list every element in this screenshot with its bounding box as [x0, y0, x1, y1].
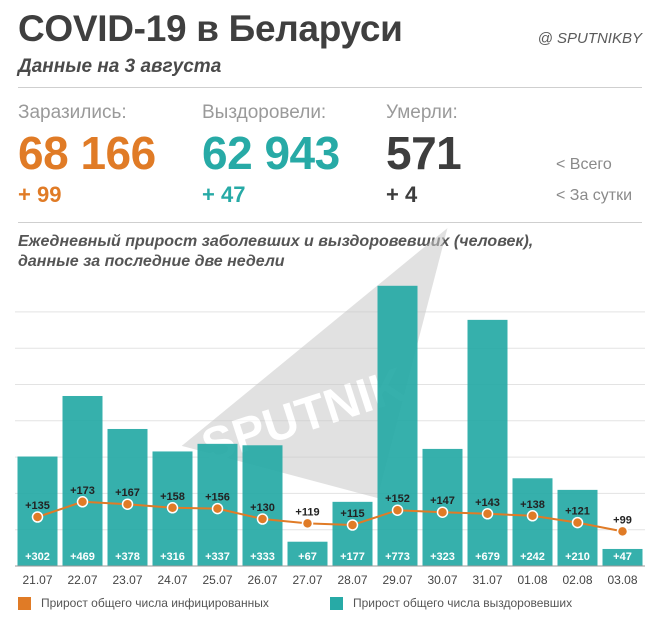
point-label-infected: +115: [340, 508, 364, 520]
bar-label-recovered: +47: [613, 551, 632, 563]
x-tick-label: 23.07: [112, 573, 142, 587]
x-tick-label: 28.07: [337, 573, 367, 587]
x-tick-label: 25.07: [202, 573, 232, 587]
header-divider: [18, 87, 642, 88]
bar-recovered: [242, 445, 283, 566]
source-handle: @ SPUTNIKBY: [537, 30, 642, 47]
x-tick-label: 26.07: [247, 573, 277, 587]
point-infected: [121, 498, 134, 510]
x-tick-label: 30.07: [427, 573, 457, 587]
bar-recovered: [332, 501, 373, 566]
point-infected: [481, 508, 494, 520]
point-infected: [256, 513, 269, 525]
bar-label-recovered: +242: [520, 551, 545, 563]
bar-label-recovered: +337: [205, 551, 230, 563]
x-tick-label: 27.07: [292, 573, 322, 587]
x-tick-label: 31.07: [472, 573, 502, 587]
x-tick-label: 21.07: [22, 573, 52, 587]
legend-recovered: Прирост общего числа выздоровевших: [330, 596, 572, 610]
point-infected: [616, 525, 629, 538]
chart-title-line1: Ежедневный прирост заболевших и выздоров…: [18, 233, 534, 250]
bar-recovered: [287, 541, 328, 566]
point-label-infected: +167: [115, 487, 140, 499]
stat-infected-label: Заразились:: [18, 102, 127, 123]
x-tick-label: 01.08: [517, 573, 547, 587]
point-infected: [31, 511, 44, 523]
bar-label-recovered: +67: [298, 551, 317, 563]
point-infected: [301, 517, 314, 530]
bar-label-recovered: +333: [250, 551, 275, 563]
legend-infected-label: Прирост общего числа инфицированных: [41, 596, 269, 610]
bar-label-recovered: +316: [160, 551, 185, 563]
point-label-infected: +152: [385, 493, 410, 505]
stat-recovered-value: 62 943: [202, 127, 340, 179]
point-infected: [526, 510, 539, 522]
stat-infected: Заразились: 68 166 + 99: [18, 102, 156, 208]
stat-deaths-label: Умерли:: [386, 102, 458, 123]
legend-recovered-swatch: [330, 596, 343, 610]
x-tick-label: 03.08: [607, 573, 637, 587]
stat-recovered-label: Выздоровели:: [202, 102, 327, 123]
line-infected: [37, 500, 623, 533]
bar-label-recovered: +323: [430, 551, 455, 563]
x-tick-label: 22.07: [67, 573, 97, 587]
point-label-infected: +158: [160, 491, 185, 503]
page-subtitle: Данные на 3 августа: [18, 56, 222, 77]
point-label-infected: +121: [565, 506, 590, 518]
bar-recovered: [467, 319, 508, 566]
point-infected: [76, 496, 89, 508]
point-label-infected: +130: [250, 502, 275, 514]
bar-label-recovered: +679: [475, 551, 500, 563]
stat-recovered-delta: + 47: [202, 182, 246, 207]
legend-recovered-label: Прирост общего числа выздоровевших: [353, 596, 573, 610]
bar-label-recovered: +210: [565, 551, 590, 563]
bar-label-recovered: +378: [115, 551, 140, 563]
page-title: COVID-19 в Беларуси: [18, 8, 403, 49]
chart-title-line2: данные за последние две недели: [18, 253, 285, 270]
bar-recovered: [512, 478, 553, 566]
stats-divider: [18, 222, 642, 223]
stat-recovered: Выздоровели: 62 943 + 47: [202, 102, 340, 208]
point-infected: [166, 502, 179, 514]
stat-deaths-delta: + 4: [386, 182, 418, 207]
point-infected: [571, 516, 584, 529]
bar-recovered: [377, 285, 418, 566]
point-label-infected: +99: [613, 514, 632, 526]
hint-daily: < За сутки: [556, 187, 633, 204]
stat-deaths: Умерли: 571 + 4: [386, 102, 462, 208]
legend-infected-swatch: [18, 596, 31, 610]
point-label-infected: +138: [520, 499, 545, 511]
bar-label-recovered: +177: [340, 551, 365, 563]
chart-title: Ежедневный прирост заболевших и выздоров…: [18, 232, 533, 272]
bar-recovered: [602, 548, 643, 566]
bar-recovered: [62, 395, 103, 566]
point-label-infected: +173: [70, 485, 95, 497]
hint-total: < Всего: [556, 156, 612, 173]
point-label-infected: +119: [295, 506, 319, 518]
point-infected: [391, 504, 404, 516]
point-label-infected: +143: [475, 497, 500, 509]
bar-recovered: [107, 428, 148, 566]
x-tick-label: 29.07: [382, 573, 412, 587]
point-infected: [346, 519, 359, 531]
point-infected: [211, 502, 224, 515]
bar-label-recovered: +302: [25, 551, 50, 563]
bar-label-recovered: +773: [385, 551, 410, 563]
x-tick-label: 24.07: [157, 573, 187, 587]
legend-infected: Прирост общего числа инфицированных: [18, 596, 269, 610]
stat-infected-delta: + 99: [18, 182, 62, 207]
x-tick-label: 02.08: [562, 573, 592, 587]
stat-infected-value: 68 166: [18, 127, 156, 179]
stat-deaths-value: 571: [386, 127, 462, 179]
point-label-infected: +147: [430, 495, 455, 507]
point-label-infected: +135: [25, 500, 50, 512]
point-infected: [436, 506, 449, 518]
point-label-infected: +156: [205, 492, 230, 504]
bar-label-recovered: +469: [70, 551, 95, 563]
